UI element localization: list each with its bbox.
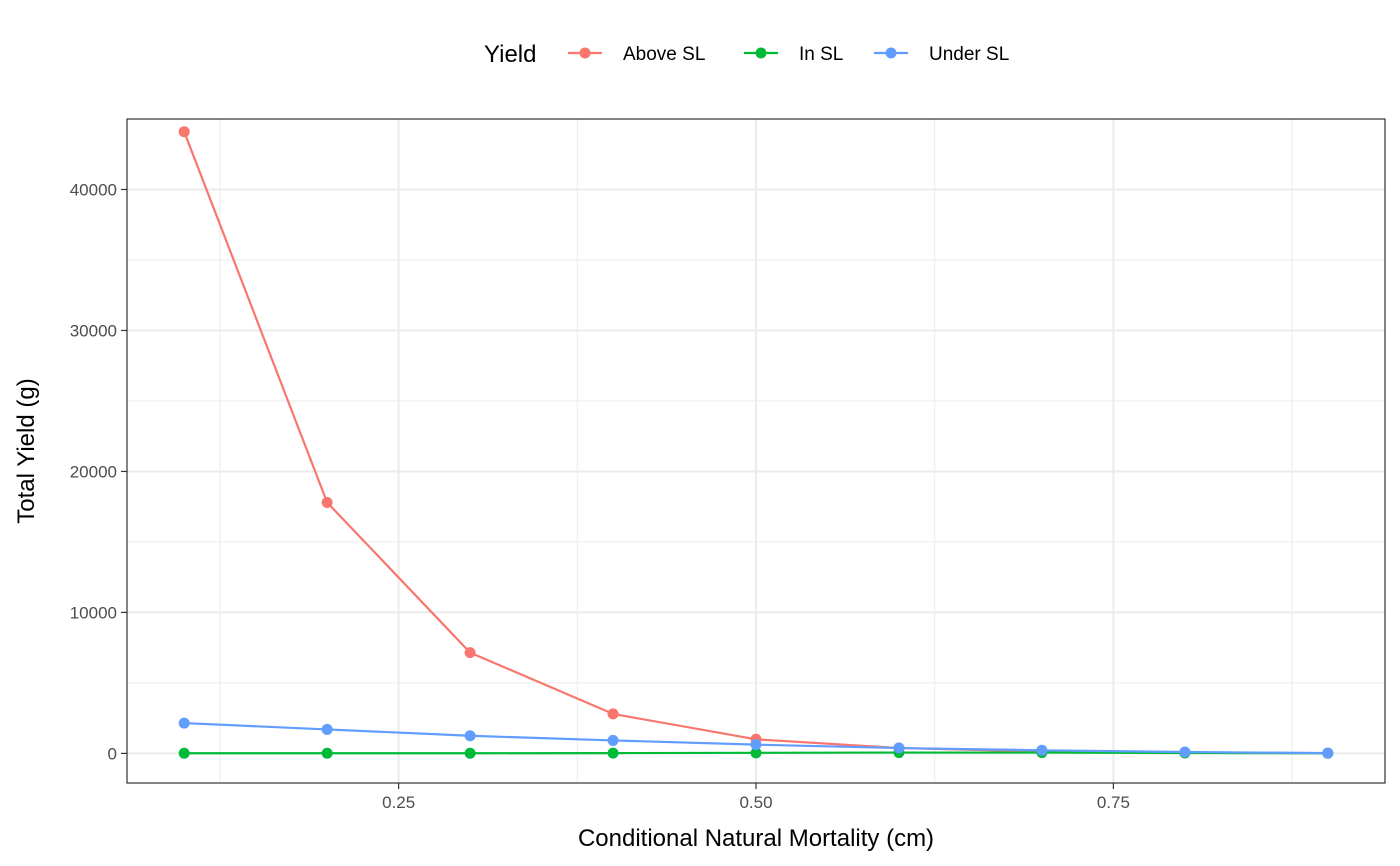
- y-tick-label: 30000: [70, 321, 117, 340]
- y-axis-title: Total Yield (g): [13, 378, 40, 523]
- legend-title: Yield: [484, 41, 536, 68]
- x-axis-ticks: 0.25 0.50 0.75: [382, 783, 1130, 812]
- x-axis-title: Conditional Natural Mortality (cm): [578, 825, 934, 852]
- data-point-above-sl: [321, 496, 333, 508]
- data-point-above-sl: [464, 647, 476, 659]
- data-point-above-sl: [178, 126, 190, 138]
- data-point-under-sl: [1036, 744, 1048, 756]
- data-point-under-sl: [178, 717, 190, 729]
- legend-key-point: [885, 47, 897, 59]
- data-point-under-sl: [1322, 747, 1334, 759]
- legend: Yield Above SL In SL Under SL: [484, 41, 1009, 68]
- data-point-under-sl: [464, 730, 476, 742]
- data-point-in-sl: [750, 747, 762, 759]
- data-point-under-sl: [321, 723, 333, 735]
- legend-item-above-sl: Above SL: [568, 44, 705, 65]
- data-point-above-sl: [607, 708, 619, 720]
- data-point-in-sl: [464, 747, 476, 759]
- legend-key-point: [579, 47, 591, 59]
- data-point-under-sl: [1179, 746, 1191, 758]
- legend-item-under-sl: Under SL: [874, 44, 1009, 65]
- data-point-in-sl: [607, 747, 619, 759]
- legend-label: Above SL: [623, 44, 705, 65]
- x-tick-label: 0.25: [382, 793, 415, 812]
- y-tick-label: 40000: [70, 180, 117, 199]
- data-point-in-sl: [321, 747, 333, 759]
- y-axis-ticks: 0 10000 20000 30000 40000: [70, 180, 127, 763]
- data-point-under-sl: [607, 734, 619, 746]
- y-tick-label: 10000: [70, 603, 117, 622]
- data-point-in-sl: [178, 747, 190, 759]
- series-points: [178, 126, 1334, 759]
- legend-label: Under SL: [929, 44, 1009, 65]
- y-tick-label: 20000: [70, 462, 117, 481]
- data-point-under-sl: [893, 742, 905, 754]
- legend-label: In SL: [799, 44, 843, 65]
- legend-key-point: [755, 47, 767, 59]
- legend-item-in-sl: In SL: [744, 44, 843, 65]
- x-tick-label: 0.75: [1097, 793, 1130, 812]
- x-tick-label: 0.50: [739, 793, 772, 812]
- y-tick-label: 0: [108, 744, 117, 763]
- data-point-under-sl: [750, 739, 762, 751]
